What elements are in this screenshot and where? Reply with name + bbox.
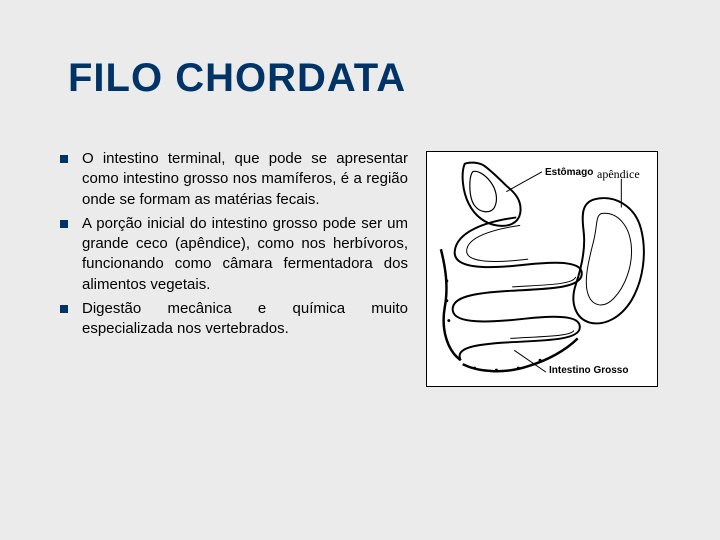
slide-title: FILO CHORDATA — [68, 56, 690, 101]
bullet-text: O intestino terminal, que pode se aprese… — [82, 149, 408, 210]
bullet-text: Digestão mecânica e química muito especi… — [82, 299, 408, 340]
bullet-square-icon — [60, 305, 68, 313]
list-item: A porção inicial do intestino grosso pod… — [60, 214, 408, 295]
anatomy-svg — [427, 152, 657, 386]
bullet-text: A porção inicial do intestino grosso pod… — [82, 214, 408, 295]
label-large-intestine: Intestino Grosso — [549, 366, 628, 376]
bullet-square-icon — [60, 155, 68, 163]
slide: FILO CHORDATA O intestino terminal, que … — [0, 0, 720, 540]
label-stomach: Estômago — [545, 168, 593, 178]
list-item: Digestão mecânica e química muito especi… — [60, 299, 408, 340]
label-appendix: apêndice — [597, 168, 640, 180]
content-row: O intestino terminal, que pode se aprese… — [60, 149, 690, 387]
bullet-square-icon — [60, 220, 68, 228]
digestive-diagram: Estômago apêndice Intestino Grosso — [426, 151, 658, 387]
list-item: O intestino terminal, que pode se aprese… — [60, 149, 408, 210]
bullet-list: O intestino terminal, que pode se aprese… — [60, 149, 408, 387]
